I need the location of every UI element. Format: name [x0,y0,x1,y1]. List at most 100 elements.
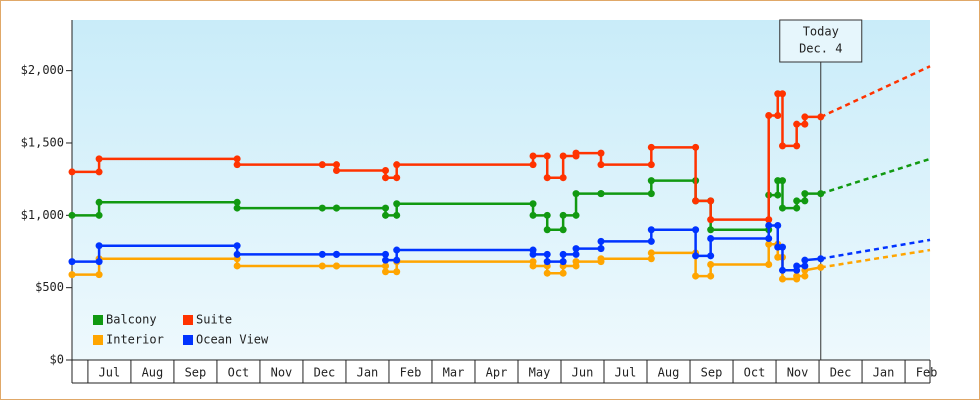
point [68,168,76,176]
point [793,142,801,150]
point [597,161,605,169]
projection-line [820,238,931,260]
point [647,249,655,257]
point [778,275,786,283]
y-tick-label: $500 [35,280,64,294]
x-tick-label: Dec [830,366,852,380]
x-tick-label: Feb [400,366,422,380]
point [318,262,326,270]
today-box [779,19,863,63]
point [95,198,103,206]
point [233,204,241,212]
point [793,272,801,280]
point [801,197,809,205]
point [382,166,390,174]
point [332,161,340,169]
point [707,197,715,205]
point [543,269,551,277]
point [801,272,809,280]
point [559,174,567,182]
y-tick-label: $1,500 [21,135,64,149]
point [95,155,103,163]
point [529,262,537,270]
x-tick-label: Nov [787,366,809,380]
point [559,226,567,234]
x-tick-label: Jul [99,366,121,380]
point [647,237,655,245]
x-tick-label: Apr [486,366,508,380]
point [793,197,801,205]
point [801,190,809,198]
point [765,111,773,119]
point [692,143,700,151]
point [543,226,551,234]
point [817,113,825,121]
point [597,237,605,245]
point [543,174,551,182]
point [692,226,700,234]
legend-label: Suite [196,313,232,327]
point [393,174,401,182]
point [233,198,241,206]
point [529,200,537,208]
x-tick-label: Mar [443,366,465,380]
point [692,272,700,280]
legend-label: Interior [106,333,164,347]
point [543,250,551,258]
point [233,242,241,250]
point [597,245,605,253]
legend-swatch [93,335,103,345]
point [393,256,401,264]
legend-swatch [183,315,193,325]
point [233,155,241,163]
x-tick-label: Jan [873,366,895,380]
point [572,211,580,219]
projection-line [820,157,931,195]
point [382,268,390,276]
x-tick-label: Jan [357,366,379,380]
point [597,149,605,157]
point [572,258,580,266]
y-tick-label: $2,000 [21,63,64,77]
plot-area [72,20,930,360]
point [801,120,809,128]
point [793,204,801,212]
point [707,226,715,234]
point [95,168,103,176]
point [332,204,340,212]
point [382,262,390,270]
point [778,266,786,274]
point [707,252,715,260]
x-tick-label: Aug [142,366,164,380]
point [774,221,782,229]
point [707,216,715,224]
point [559,269,567,277]
point [707,272,715,280]
projection-line [820,248,931,269]
point [68,258,76,266]
point [393,246,401,254]
point [572,190,580,198]
point [68,211,76,219]
point [801,113,809,121]
projection-line [820,65,931,119]
point [765,216,773,224]
point [529,250,537,258]
point [778,243,786,251]
point [543,152,551,160]
point [393,268,401,276]
point [774,111,782,119]
point [318,204,326,212]
today-label: Dec. 4 [799,42,842,56]
point [559,258,567,266]
point [393,161,401,169]
point [801,256,809,264]
y-tick-label: $1,000 [21,208,64,222]
point [793,262,801,270]
legend-label: Ocean View [196,333,269,347]
point [647,143,655,151]
point [692,252,700,260]
today-label: Today [803,25,839,39]
x-tick-label: Aug [658,366,680,380]
point [529,152,537,160]
